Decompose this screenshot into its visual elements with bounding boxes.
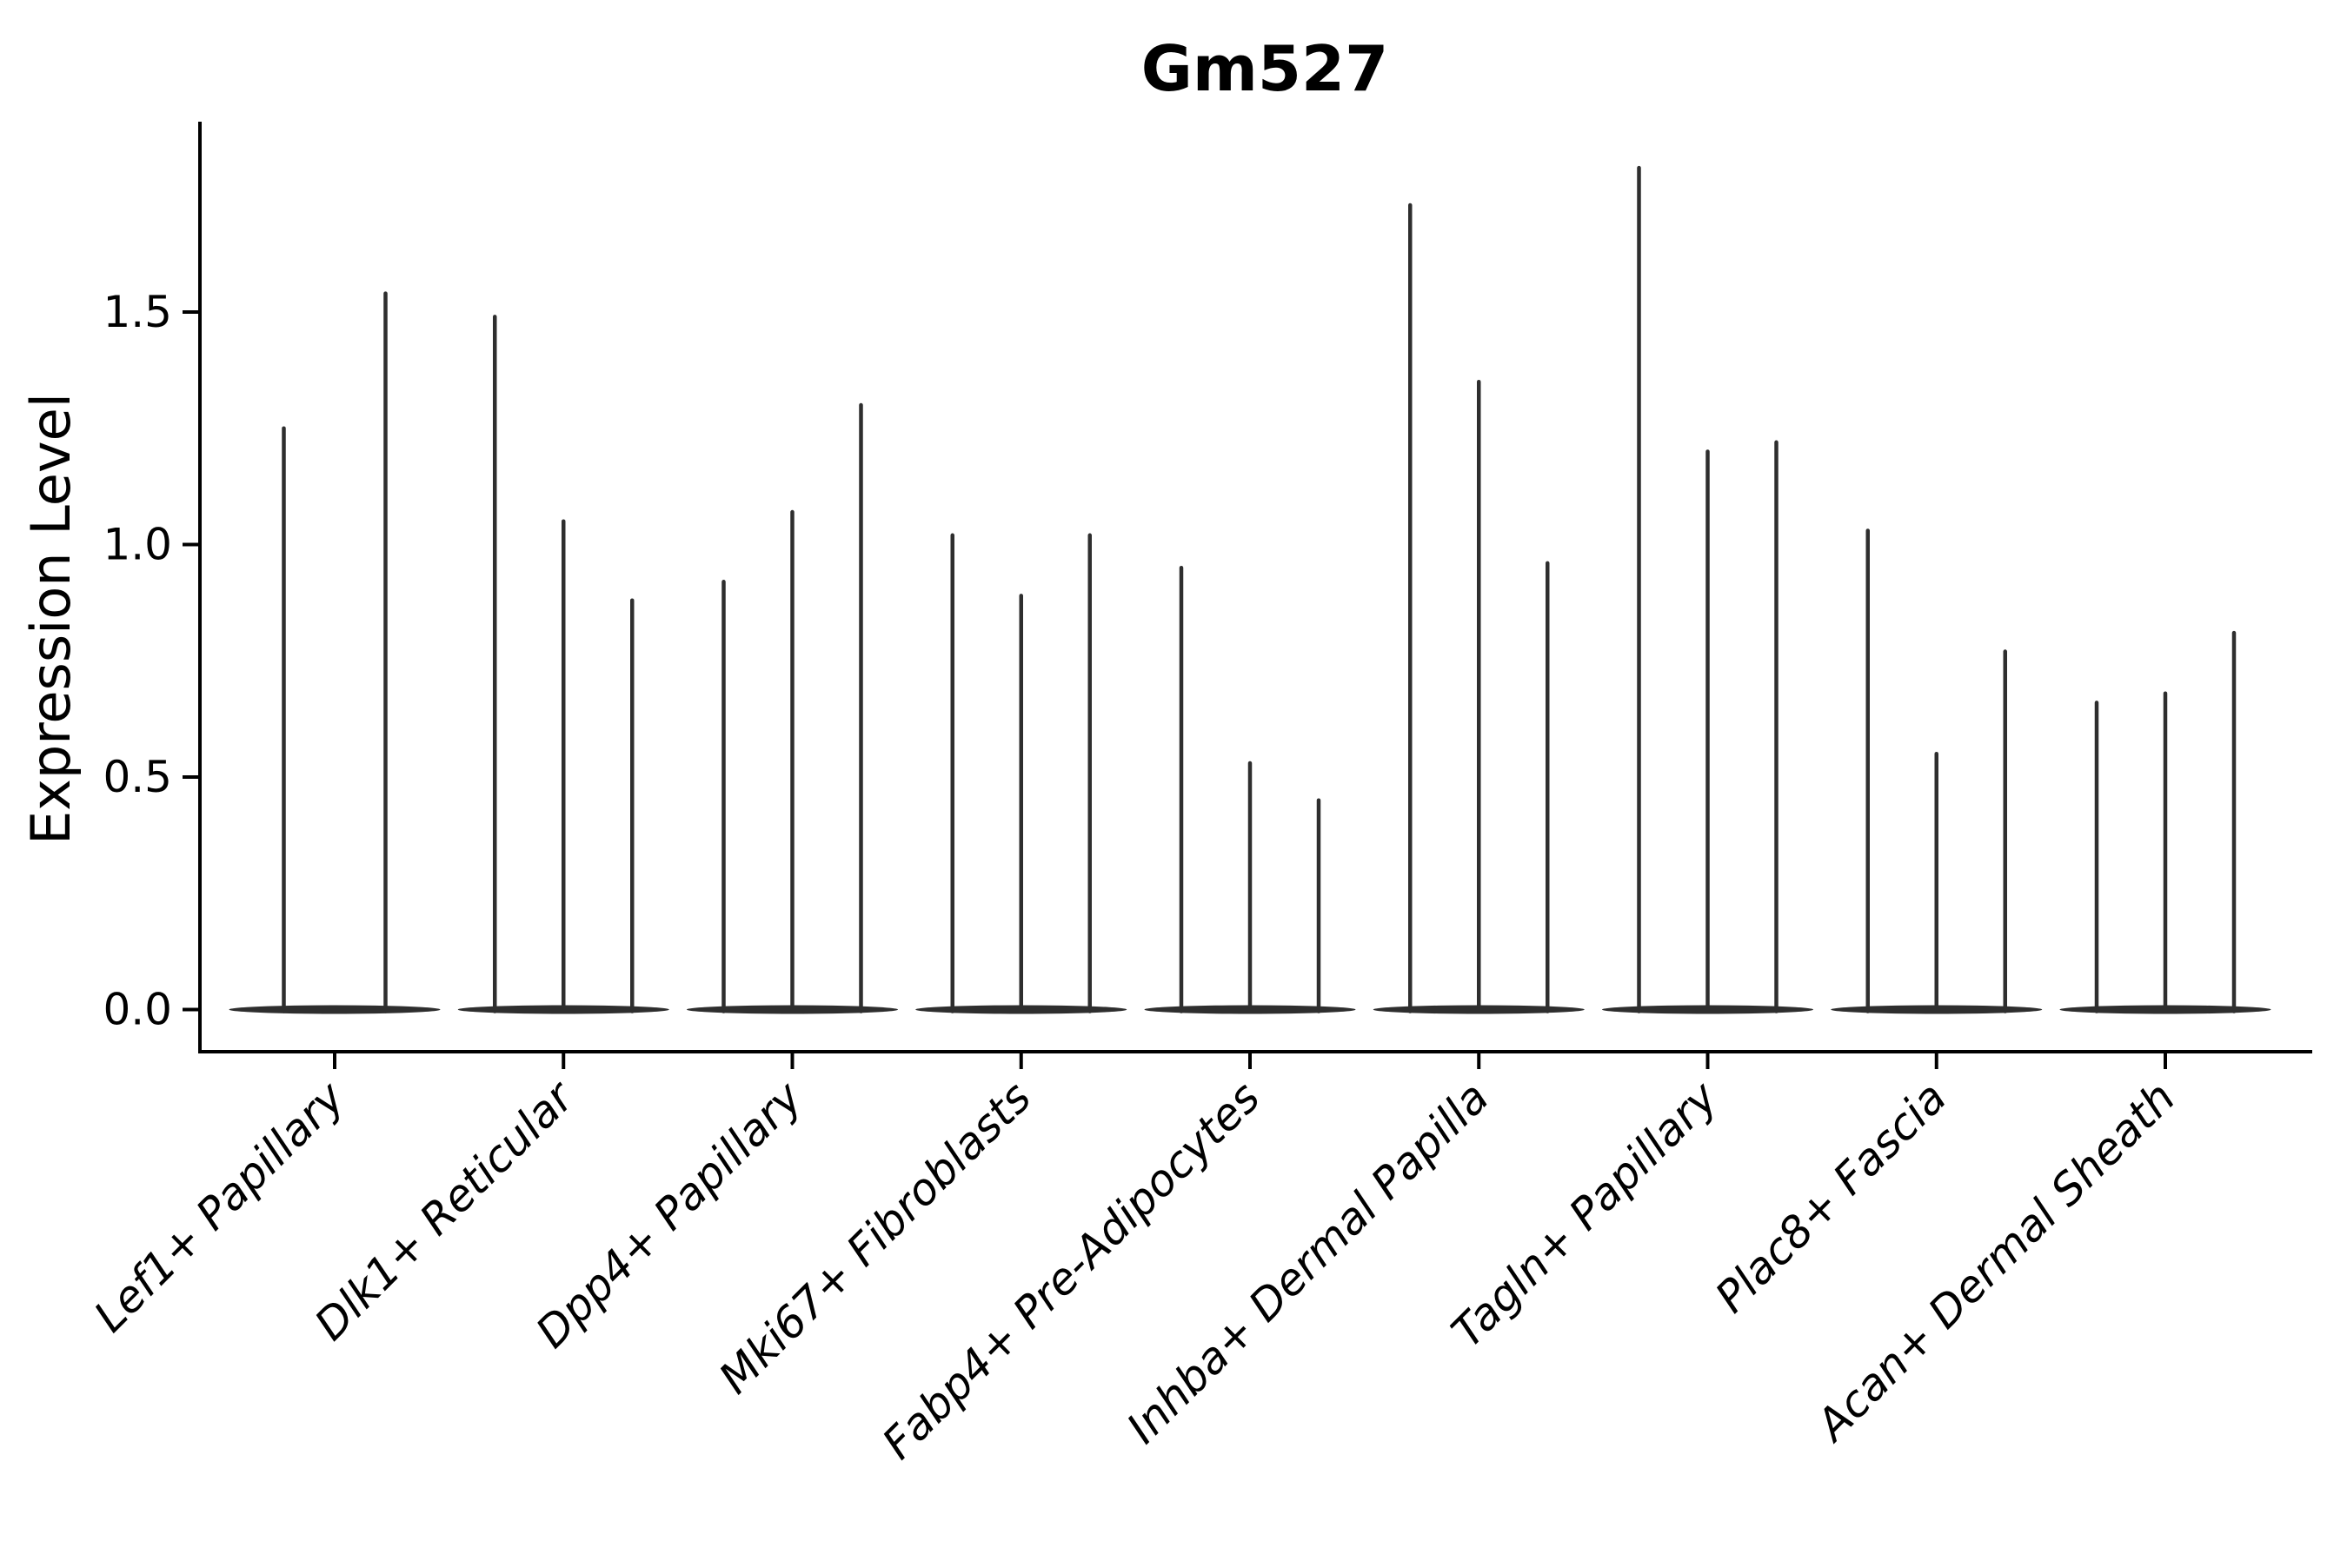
violin-base	[229, 1005, 441, 1014]
y-tick-label: 1.0	[103, 520, 172, 570]
y-tick-label: 0.0	[103, 985, 172, 1035]
y-tick-label: 1.5	[103, 287, 172, 337]
x-tick-label: Acan+ Dermal Sheath	[1805, 1072, 2185, 1452]
violins	[229, 165, 2271, 1014]
chart-title: Gm527	[1141, 32, 1388, 105]
x-tick-label: Inhba+ Dermal Papilla	[1117, 1072, 1498, 1452]
x-tick-label: Plac8+ Fascia	[1705, 1072, 1956, 1322]
y-axis-title: Expression Level	[19, 393, 83, 845]
x-tick-label: Lef1+ Papillary	[84, 1071, 355, 1341]
x-tick-label: Fabp4+ Pre-Adipocytes	[873, 1072, 1270, 1469]
y-tick-label: 0.5	[103, 752, 172, 802]
